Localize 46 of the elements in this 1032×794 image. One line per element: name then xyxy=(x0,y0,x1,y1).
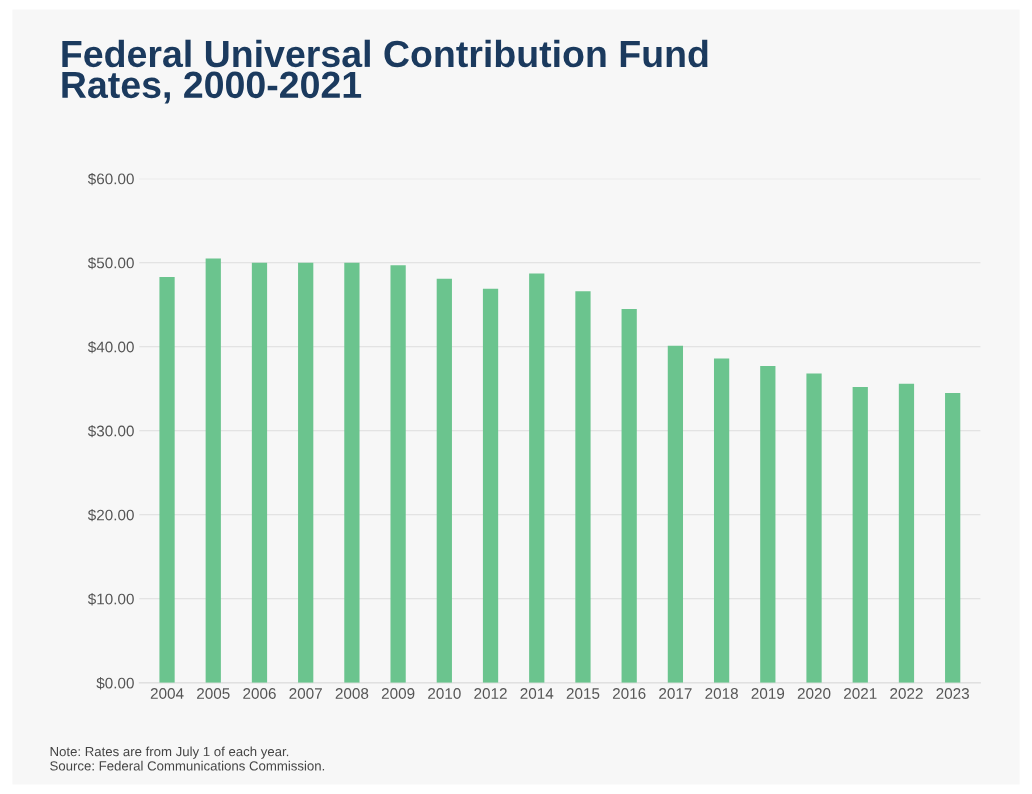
x-tick-label: 2010 xyxy=(428,688,461,699)
y-tick-label: $30.00 xyxy=(87,424,134,438)
x-tick-label: 2005 xyxy=(197,688,230,699)
x-tick-label: 2006 xyxy=(243,688,276,699)
x-tick-label: 2012 xyxy=(474,688,507,699)
chart-title: Federal Universal Contribution Fund Rates, 2000-2021 xyxy=(62,39,708,104)
bar xyxy=(390,265,406,683)
x-tick-label: 2015 xyxy=(566,688,600,699)
bar xyxy=(436,278,452,683)
bar xyxy=(713,358,730,683)
bar xyxy=(806,373,822,683)
y-tick-label: $50.00 xyxy=(87,256,134,270)
bar xyxy=(621,308,637,683)
bar xyxy=(945,392,961,683)
x-tick-label: 2023 xyxy=(936,688,969,699)
bar xyxy=(760,366,776,683)
source-note: Source: Federal Communications Commission. xyxy=(50,760,325,771)
text: Note: Rates are from July 1 of each year. xyxy=(50,746,289,759)
bar xyxy=(298,262,314,683)
x-tick-label: 2021 xyxy=(844,688,877,699)
y-tick-label: $40.00 xyxy=(87,340,134,354)
y-tick-label: $10.00 xyxy=(87,593,134,606)
bar xyxy=(852,387,868,683)
bar xyxy=(344,262,360,683)
x-tick-label: 2022 xyxy=(890,688,923,699)
bar xyxy=(667,345,684,683)
x-tick-label: 2020 xyxy=(797,688,831,699)
bar xyxy=(205,258,221,683)
x-tick-label: 2018 xyxy=(705,688,738,699)
bar xyxy=(251,262,268,683)
bar xyxy=(529,273,545,683)
x-tick-label: 2019 xyxy=(751,688,785,699)
x-tick-label: 2004 xyxy=(150,688,184,699)
x-tick-label: 2008 xyxy=(335,688,369,699)
bar xyxy=(482,288,499,683)
x-tick-label: 2009 xyxy=(381,688,415,699)
x-tick-label: 2017 xyxy=(659,688,692,699)
x-tick-label: 2014 xyxy=(520,688,554,699)
bar xyxy=(159,276,175,683)
x-tick-label: 2007 xyxy=(289,688,322,699)
bar xyxy=(898,383,915,683)
y-tick-label: $20.00 xyxy=(87,509,134,522)
y-tick-label: $0.00 xyxy=(96,677,134,690)
bar xyxy=(575,291,591,683)
y-tick-label: $60.00 xyxy=(87,172,134,186)
x-tick-label: 2016 xyxy=(612,688,646,699)
